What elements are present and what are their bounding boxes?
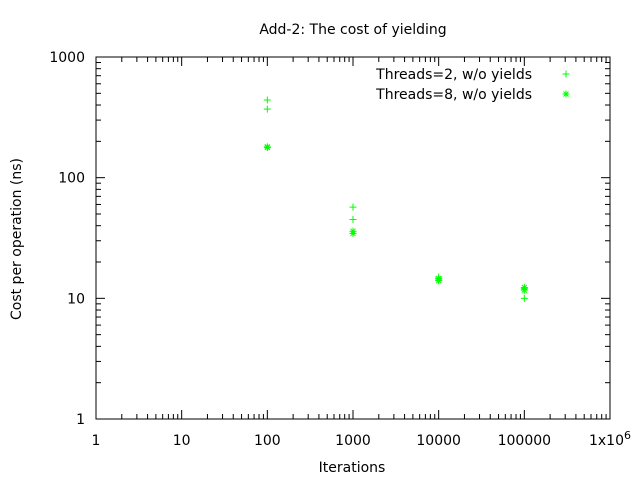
y-tick-label: 10 <box>67 291 85 307</box>
x-tick-label: 1000 <box>335 433 371 449</box>
chart-title: Add-2: The cost of yielding <box>259 22 446 38</box>
y-axis: 1 10 100 1000 <box>49 50 610 428</box>
data-point <box>263 105 271 113</box>
x-tick-label: 10000 <box>416 433 461 449</box>
star-stroke-d2 <box>350 230 356 237</box>
legend-label: Threads=8, w/o yields <box>375 87 532 103</box>
data-point <box>520 286 528 294</box>
y-tick-label: 1000 <box>49 50 85 66</box>
star-stroke-d2 <box>521 287 528 293</box>
x-tick-label: 10 <box>173 433 191 449</box>
y-axis-label: Cost per operation (ns) <box>9 158 25 320</box>
star-stroke-d2 <box>435 277 442 284</box>
x-tick-label: 100000 <box>498 433 551 449</box>
y-tick-label: 1 <box>76 412 85 428</box>
data-point <box>349 203 357 211</box>
series-2 <box>263 143 528 294</box>
legend-label: Threads=2, w/o yields <box>375 67 532 83</box>
data-point <box>263 96 271 104</box>
series-layer <box>263 96 528 302</box>
legend: Threads=2, w/o yields Threads=8, w/o yiel… <box>375 67 570 103</box>
star-stroke-d2 <box>264 144 271 151</box>
x-tick-label: 1 <box>92 433 101 449</box>
data-point <box>520 294 528 302</box>
legend-marker <box>562 70 570 78</box>
y-tick-label: 100 <box>58 171 85 187</box>
data-point <box>263 143 271 151</box>
legend-marker <box>562 90 570 98</box>
data-point <box>349 229 357 237</box>
x-axis-label: Iterations <box>319 460 386 476</box>
x-axis: 1 10 100 1000 10000 100000 1x106 <box>92 57 631 449</box>
data-point <box>349 216 357 224</box>
x-tick-label: 1x106 <box>589 429 631 449</box>
x-tick-label: 100 <box>254 433 281 449</box>
data-point <box>435 277 443 285</box>
star-stroke-d2 <box>563 91 569 97</box>
